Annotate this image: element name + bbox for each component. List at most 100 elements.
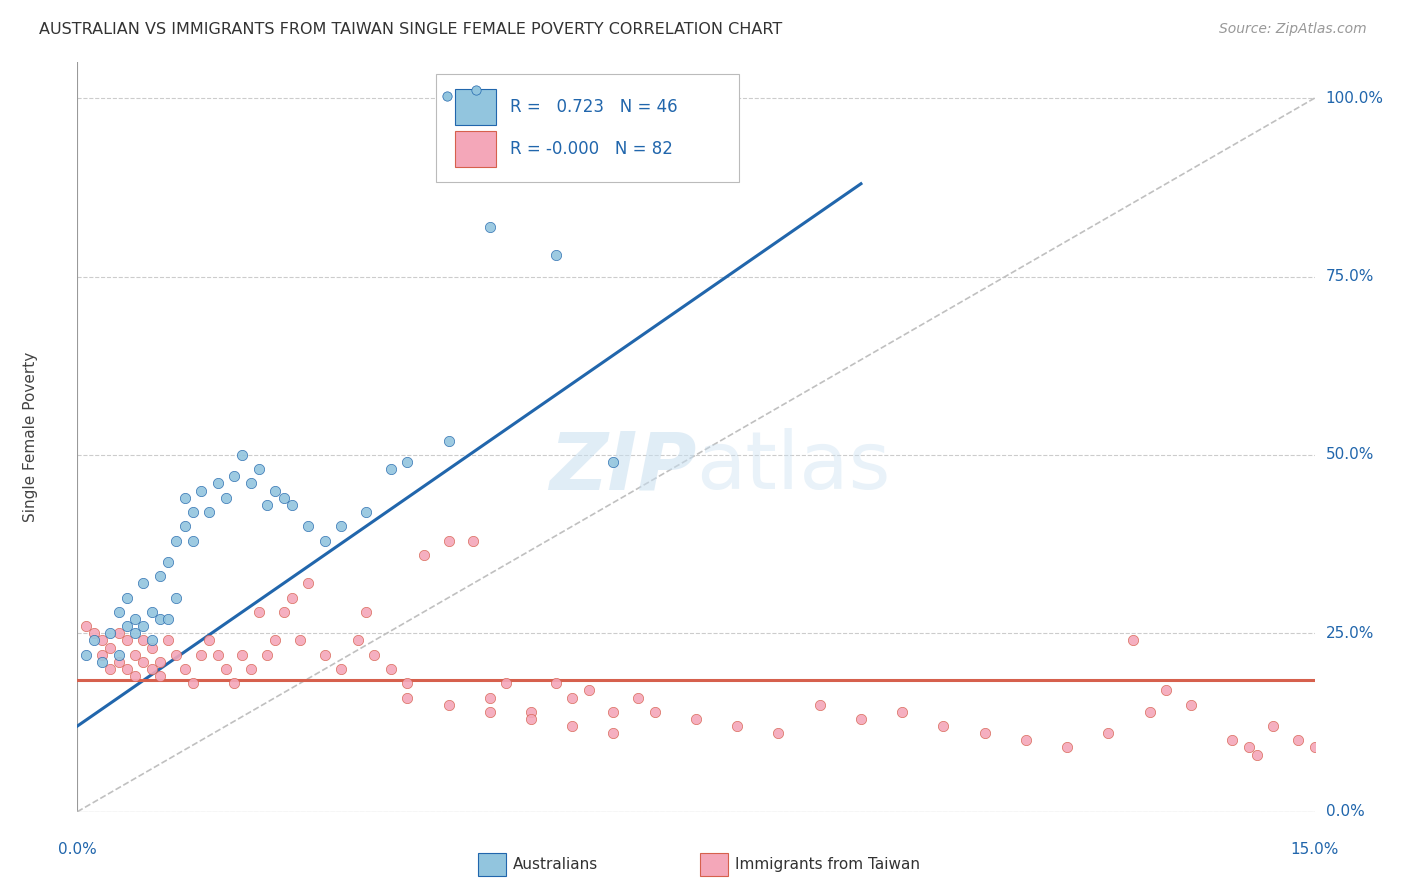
Point — [602, 705, 624, 719]
Point — [107, 655, 129, 669]
Point — [247, 462, 270, 476]
Point — [314, 533, 336, 548]
Point — [627, 690, 650, 705]
Point — [124, 648, 146, 662]
Point — [363, 648, 385, 662]
Point — [354, 605, 377, 619]
Point — [132, 619, 155, 633]
Point — [495, 676, 517, 690]
Point — [247, 605, 270, 619]
Point — [157, 612, 180, 626]
Point — [75, 648, 97, 662]
Point — [157, 633, 180, 648]
Bar — [700, 853, 728, 876]
FancyBboxPatch shape — [436, 74, 740, 182]
Point — [281, 498, 304, 512]
Point — [165, 591, 187, 605]
Text: R =   0.723   N = 46: R = 0.723 N = 46 — [510, 97, 678, 116]
Point — [124, 612, 146, 626]
Point — [808, 698, 831, 712]
Point — [932, 719, 955, 733]
Point — [181, 676, 204, 690]
Point — [239, 662, 262, 676]
Text: 50.0%: 50.0% — [1326, 448, 1374, 462]
Point — [544, 248, 567, 262]
Text: Australians: Australians — [513, 857, 599, 871]
Point — [173, 662, 195, 676]
Bar — [478, 853, 506, 876]
Point — [132, 633, 155, 648]
Point — [157, 555, 180, 569]
Point — [561, 690, 583, 705]
Point — [437, 434, 460, 448]
Point — [107, 626, 129, 640]
Point — [107, 605, 129, 619]
Point — [264, 633, 287, 648]
Point — [380, 662, 402, 676]
Point — [520, 705, 543, 719]
Text: 100.0%: 100.0% — [1326, 91, 1384, 105]
Text: 25.0%: 25.0% — [1326, 626, 1374, 640]
Point — [463, 533, 485, 548]
Point — [330, 519, 353, 533]
Point — [849, 712, 872, 726]
Point — [478, 690, 501, 705]
Point — [149, 655, 172, 669]
Point — [520, 712, 543, 726]
Point — [578, 683, 600, 698]
Point — [891, 705, 914, 719]
Point — [173, 491, 195, 505]
Point — [602, 455, 624, 469]
Point — [396, 690, 419, 705]
Point — [149, 612, 172, 626]
Point — [297, 519, 319, 533]
Point — [256, 498, 278, 512]
Text: Single Female Poverty: Single Female Poverty — [22, 352, 38, 522]
Point — [222, 469, 245, 483]
Point — [273, 491, 295, 505]
Point — [91, 633, 114, 648]
Point — [1237, 740, 1260, 755]
Point — [1015, 733, 1038, 747]
Point — [288, 633, 311, 648]
Point — [115, 633, 138, 648]
Text: Source: ZipAtlas.com: Source: ZipAtlas.com — [1219, 22, 1367, 37]
Point — [396, 455, 419, 469]
Point — [380, 462, 402, 476]
Point — [98, 662, 121, 676]
Point — [181, 505, 204, 519]
Point — [973, 726, 995, 740]
Point — [98, 626, 121, 640]
Point — [437, 698, 460, 712]
Point — [115, 591, 138, 605]
Point — [239, 476, 262, 491]
Point — [207, 648, 229, 662]
Point — [1180, 698, 1202, 712]
Point — [165, 533, 187, 548]
Text: 15.0%: 15.0% — [1291, 842, 1339, 857]
Point — [768, 726, 790, 740]
Point — [207, 476, 229, 491]
Point — [141, 640, 163, 655]
Point — [1303, 740, 1326, 755]
Text: 0.0%: 0.0% — [58, 842, 97, 857]
Point — [256, 648, 278, 662]
Point — [1056, 740, 1078, 755]
Point — [1263, 719, 1285, 733]
Point — [115, 619, 138, 633]
Point — [141, 662, 163, 676]
Point — [149, 569, 172, 583]
Point — [1220, 733, 1243, 747]
Point — [231, 648, 253, 662]
Point — [98, 640, 121, 655]
Text: 0.0%: 0.0% — [1326, 805, 1364, 819]
Point — [132, 576, 155, 591]
Point — [115, 662, 138, 676]
Bar — [454, 88, 495, 125]
Point — [354, 505, 377, 519]
Point — [396, 676, 419, 690]
Point — [215, 662, 238, 676]
Point — [264, 483, 287, 498]
Text: R = -0.000   N = 82: R = -0.000 N = 82 — [510, 140, 673, 159]
Point — [141, 605, 163, 619]
